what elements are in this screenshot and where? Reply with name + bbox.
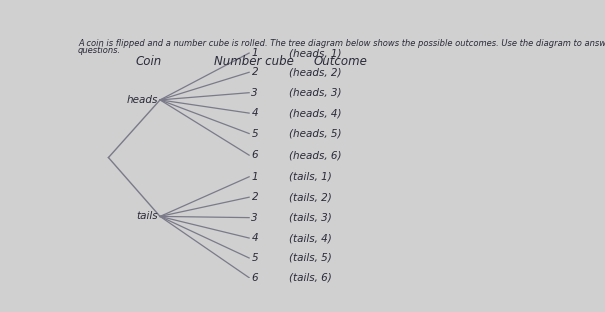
Text: (tails, 4): (tails, 4) [289, 233, 332, 243]
Text: Outcome: Outcome [313, 56, 367, 68]
Text: 6: 6 [252, 150, 258, 160]
Text: (tails, 6): (tails, 6) [289, 273, 332, 283]
Text: 4: 4 [252, 233, 258, 243]
Text: (heads, 3): (heads, 3) [289, 88, 341, 98]
Text: Coin: Coin [135, 56, 162, 68]
Text: 5: 5 [252, 253, 258, 263]
Text: (tails, 1): (tails, 1) [289, 172, 332, 182]
Text: (heads, 1): (heads, 1) [289, 48, 341, 58]
Text: 1: 1 [252, 172, 258, 182]
Text: questions.: questions. [78, 46, 121, 55]
Text: (tails, 5): (tails, 5) [289, 253, 332, 263]
Text: (tails, 3): (tails, 3) [289, 212, 332, 223]
Text: 2: 2 [252, 192, 258, 202]
Text: 3: 3 [252, 88, 258, 98]
Text: (heads, 4): (heads, 4) [289, 108, 341, 118]
Text: 1: 1 [252, 48, 258, 58]
Text: heads: heads [127, 95, 158, 105]
Text: 6: 6 [252, 273, 258, 283]
Text: tails: tails [137, 212, 158, 222]
Text: (tails, 2): (tails, 2) [289, 192, 332, 202]
Text: 4: 4 [252, 108, 258, 118]
Text: Number cube: Number cube [214, 56, 294, 68]
Text: A coin is flipped and a number cube is rolled. The tree diagram below shows the : A coin is flipped and a number cube is r… [78, 39, 605, 48]
Text: 3: 3 [252, 212, 258, 223]
Text: 2: 2 [252, 67, 258, 77]
Text: (heads, 6): (heads, 6) [289, 150, 341, 160]
Text: (heads, 5): (heads, 5) [289, 129, 341, 139]
Text: 5: 5 [252, 129, 258, 139]
Text: (heads, 2): (heads, 2) [289, 67, 341, 77]
